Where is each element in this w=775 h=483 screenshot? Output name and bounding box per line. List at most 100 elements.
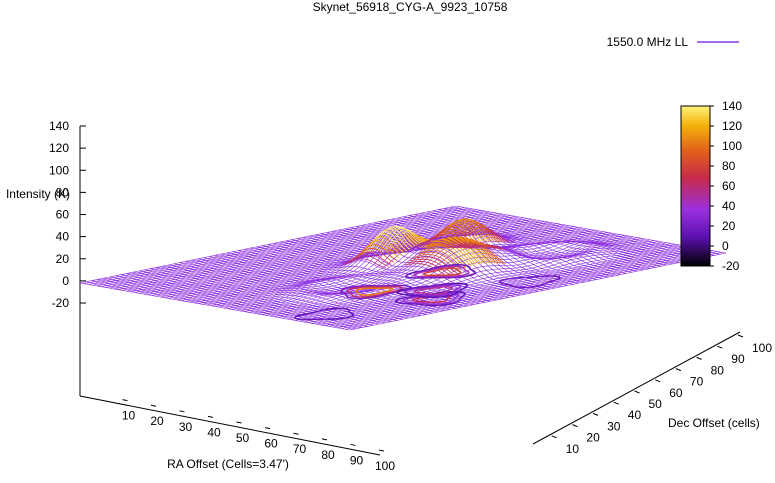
y-tick (655, 379, 661, 383)
mesh-line (198, 221, 575, 304)
y-tick-label: 30 (607, 419, 621, 433)
mesh-line (130, 214, 507, 293)
peak-line (347, 251, 392, 265)
y-tick-label: 20 (586, 431, 600, 445)
peak-line (366, 228, 410, 254)
contour-line (402, 292, 460, 305)
contour-line (354, 287, 394, 296)
peak-line (417, 251, 461, 271)
colorbar (680, 105, 711, 267)
x-tick (207, 415, 214, 418)
x-tick-label: 70 (293, 442, 307, 456)
contour-line (396, 282, 469, 299)
y-tick (737, 334, 744, 338)
peak-line (350, 247, 395, 263)
z-tick-label: 140 (49, 119, 69, 133)
x-tick (236, 421, 242, 424)
x-axis-label: RA Offset (Cells=3.47') (167, 457, 289, 471)
peak-line (438, 220, 482, 243)
colorbar-tick-label: 20 (722, 219, 736, 233)
colorbar-ticks: 140 120 100 80 60 40 20 0 -20 (710, 99, 742, 273)
peak-line (368, 226, 413, 253)
peak-line (425, 245, 469, 268)
y-tick-label: 100 (752, 341, 772, 355)
z-tick-label: 60 (56, 208, 70, 222)
y-tick (551, 435, 557, 439)
contour-line (413, 286, 454, 295)
peak-line (464, 228, 509, 243)
z-tick-label: 80 (56, 185, 70, 199)
peak-line (415, 234, 460, 243)
mesh-line (265, 238, 642, 316)
peak-line (457, 244, 502, 250)
x-tick (321, 438, 328, 441)
x-axis: 10 20 30 40 50 60 70 80 90 100 (122, 399, 395, 473)
x-tick (122, 399, 128, 402)
mesh-line (274, 239, 651, 318)
z-tick-label: 40 (56, 230, 70, 244)
mesh-line (316, 246, 693, 325)
surface-peaks (342, 218, 516, 277)
contour-line (404, 284, 462, 297)
mesh-line (261, 237, 638, 315)
y-tick-label: 90 (731, 352, 745, 366)
mesh-line (269, 238, 646, 317)
y-tick (717, 345, 723, 349)
y-tick-label: 80 (711, 363, 725, 377)
peak-line (422, 247, 467, 269)
chart-title: Skynet_56918_CYG-A_9923_10758 (313, 0, 508, 14)
peak-line (419, 237, 464, 247)
mesh-line (109, 210, 486, 289)
peak-line (345, 255, 389, 267)
x-tick-label: 30 (179, 420, 193, 434)
peak-line (407, 233, 452, 246)
y-tick-label: 50 (649, 397, 663, 411)
mesh-line (122, 213, 499, 291)
x-tick-label: 80 (321, 448, 335, 462)
mesh-line (223, 230, 600, 309)
mesh-line (219, 229, 596, 308)
colorbar-tick-label: 120 (722, 119, 742, 133)
contour-projections (293, 264, 561, 321)
y-tick (634, 390, 640, 394)
contour-line (412, 265, 470, 278)
mesh-line (101, 209, 478, 287)
x-tick (293, 432, 299, 435)
peak-line (446, 218, 490, 242)
mesh-line (303, 244, 680, 323)
y-tick (613, 401, 619, 405)
mesh-line (113, 211, 490, 290)
mesh-line (257, 236, 634, 315)
y-axis-label: Dec Offset (cells) (668, 416, 760, 430)
mesh-line (134, 215, 511, 293)
z-tick-label: 120 (49, 141, 69, 155)
colorbar-tick-label: 60 (722, 179, 736, 193)
x-tick-label: 40 (207, 425, 221, 439)
y-tick-label: 10 (566, 442, 580, 456)
peak-line (435, 221, 480, 244)
contour-line (422, 267, 462, 277)
mesh-line (105, 210, 482, 288)
mesh-line (299, 243, 676, 322)
z-tick-label: 0 (62, 274, 69, 288)
peak-line (406, 261, 451, 276)
mesh-line (307, 245, 684, 323)
z-axis-label: Intensity (K) (6, 187, 70, 201)
mesh-line (282, 240, 659, 319)
peak-line (342, 258, 387, 269)
legend-label: 1550.0 MHz LL (607, 35, 689, 49)
peak-line (455, 243, 499, 250)
y-tick (592, 412, 599, 416)
contour-line (394, 290, 467, 307)
x-tick (179, 410, 185, 413)
peak-line (420, 249, 464, 270)
mesh-line (349, 252, 727, 331)
mesh-line (96, 208, 473, 287)
x-tick-label: 100 (375, 459, 395, 473)
peak-line (404, 263, 448, 277)
surface-mesh (79, 205, 727, 331)
y-tick (675, 368, 682, 372)
x-tick (264, 427, 271, 430)
colorbar-tick-label: 40 (722, 199, 736, 213)
